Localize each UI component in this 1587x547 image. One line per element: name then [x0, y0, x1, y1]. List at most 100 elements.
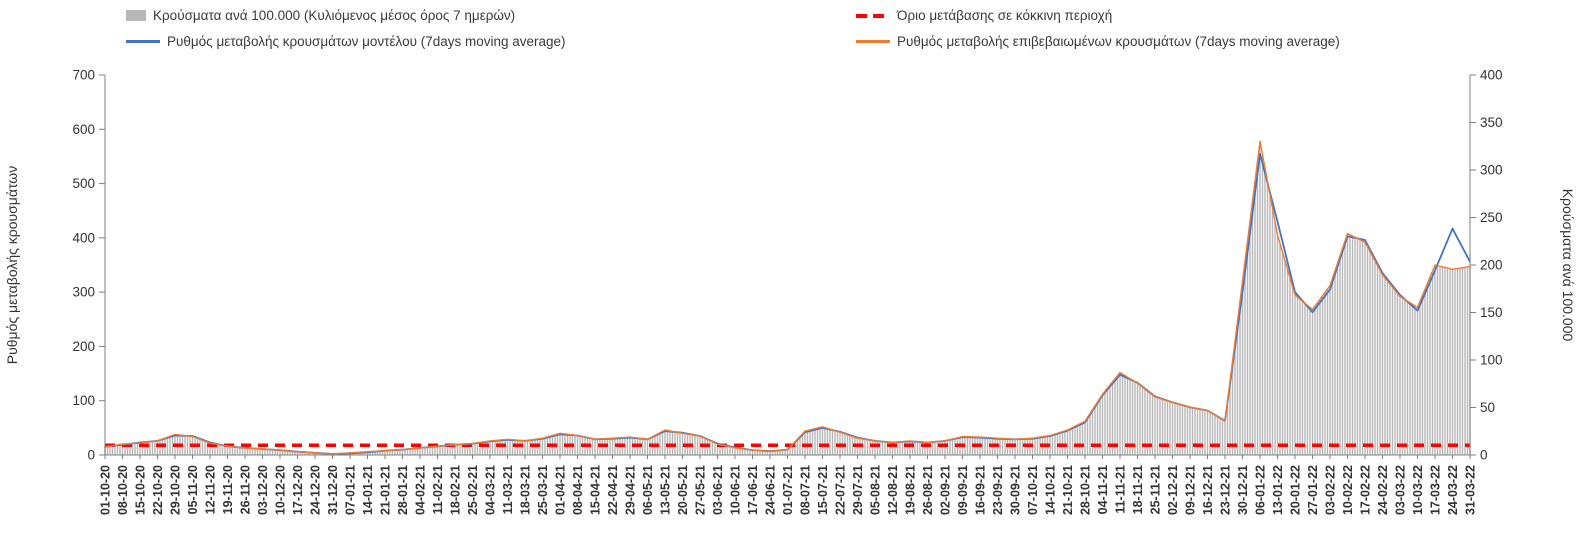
bar	[206, 441, 209, 455]
bar	[226, 446, 229, 455]
bar	[1159, 398, 1161, 455]
bar	[399, 449, 401, 455]
bar	[156, 440, 159, 455]
bar	[1101, 394, 1104, 455]
bar	[124, 444, 126, 455]
bar	[376, 451, 379, 455]
bar	[386, 450, 389, 455]
bar	[1194, 408, 1196, 455]
bar	[139, 442, 141, 455]
bar	[829, 428, 831, 455]
bar	[1449, 269, 1451, 455]
bar	[1404, 299, 1406, 455]
left-axis-tick-label: 300	[72, 285, 95, 300]
bar	[519, 440, 521, 455]
bar	[1084, 421, 1086, 455]
bar	[149, 441, 151, 455]
bar	[166, 436, 169, 455]
bar	[1396, 293, 1399, 455]
bar	[1286, 269, 1289, 455]
bar	[819, 427, 821, 455]
bar	[1459, 268, 1461, 455]
bar	[404, 449, 406, 455]
bar	[396, 449, 399, 455]
bar	[369, 451, 371, 455]
bar	[734, 448, 736, 455]
bar	[901, 441, 904, 455]
legend-label-red-threshold: Όριο μετάβασης σε κόκκινη περιοχή	[897, 8, 1113, 23]
x-axis-tick-label: 31-03-22	[1464, 465, 1478, 515]
bar	[756, 450, 759, 455]
bar	[894, 442, 896, 455]
bar	[154, 441, 156, 455]
bar	[561, 433, 564, 455]
bar	[929, 442, 931, 455]
bar	[364, 452, 366, 455]
bar	[456, 444, 459, 455]
bar	[694, 435, 696, 455]
bar	[849, 435, 851, 455]
bar	[1066, 430, 1069, 455]
bar	[786, 449, 789, 455]
bar	[914, 441, 916, 455]
x-axis-tick-label: 11-03-21	[501, 465, 515, 514]
bar	[1051, 434, 1054, 455]
bar	[146, 441, 149, 455]
bar	[824, 427, 826, 455]
bar	[969, 436, 971, 455]
bar	[1199, 409, 1201, 455]
x-axis-tick-label: 08-10-20	[116, 465, 130, 515]
bar	[791, 444, 794, 455]
bar	[1224, 421, 1226, 455]
bar	[316, 453, 319, 455]
bar	[1111, 381, 1114, 455]
bar	[1301, 300, 1304, 455]
bar	[751, 450, 754, 455]
bar	[1099, 398, 1101, 455]
bar	[526, 440, 529, 455]
bar	[696, 435, 699, 455]
bar	[466, 443, 469, 455]
bar	[224, 445, 226, 455]
bar	[806, 430, 809, 455]
bar	[1346, 233, 1349, 455]
x-axis-tick-label: 17-03-22	[1429, 465, 1443, 515]
bar	[1414, 306, 1416, 455]
bar	[809, 429, 811, 455]
bar	[471, 443, 474, 455]
bar	[1116, 375, 1119, 455]
bar	[276, 450, 279, 455]
bar	[866, 439, 869, 455]
bar	[251, 448, 254, 455]
bar	[881, 441, 884, 455]
x-axis-tick-label: 24-03-22	[1446, 465, 1460, 515]
x-axis-tick-label: 19-11-20	[221, 465, 235, 514]
bar	[1361, 240, 1364, 455]
bar	[921, 442, 924, 455]
bar	[499, 439, 501, 455]
bar	[1086, 417, 1089, 455]
bar	[626, 437, 629, 455]
bar	[171, 435, 174, 455]
bar	[1379, 269, 1381, 455]
x-axis-tick-label: 19-08-21	[904, 465, 918, 515]
bar	[874, 440, 876, 455]
bar	[521, 440, 524, 455]
x-axis-tick-label: 04-02-21	[414, 465, 428, 515]
bar	[1389, 283, 1391, 455]
bar	[524, 440, 526, 455]
bar	[1431, 271, 1434, 455]
bar	[429, 447, 431, 455]
bar	[1436, 265, 1439, 455]
bar	[1254, 181, 1256, 455]
bar	[1341, 248, 1344, 455]
bar	[831, 429, 834, 455]
bar	[1096, 402, 1099, 455]
bar	[249, 448, 251, 455]
bar	[864, 439, 866, 455]
bar	[129, 443, 131, 455]
bar	[359, 452, 361, 455]
bar	[1001, 438, 1004, 455]
legend-item-confirmed-rate: Ρυθμός μεταβολής επιβεβαιωμένων κρουσμάτ…	[856, 34, 1340, 49]
